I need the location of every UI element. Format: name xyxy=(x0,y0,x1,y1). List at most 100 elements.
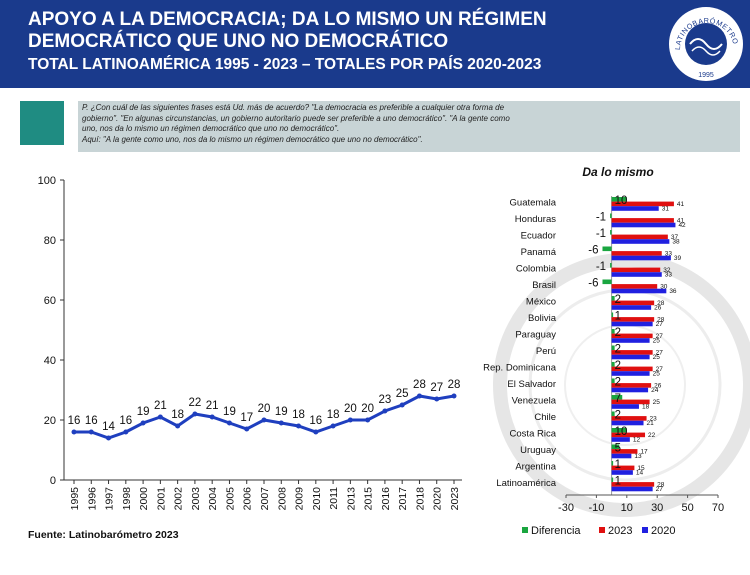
bar-2023 xyxy=(611,399,650,405)
data-point xyxy=(261,417,267,423)
question-line-1: P. ¿Con cuál de las siguientes frases es… xyxy=(82,103,505,112)
bar-label-2020: 21 xyxy=(647,420,655,427)
bar-2023 xyxy=(611,350,653,355)
page-title-line-2: DEMOCRÁTICO QUE UNO NO DEMOCRÁTICO xyxy=(28,31,449,52)
data-label: 14 xyxy=(102,421,115,433)
bar-label-diferencia: 2 xyxy=(615,360,621,372)
data-point xyxy=(365,417,371,423)
x-tick-label: 1995 xyxy=(69,487,81,511)
question-line-3: uno, nos da lo mismo un régimen democrát… xyxy=(82,124,340,134)
data-label: 18 xyxy=(171,409,184,421)
bar-category-label: Honduras xyxy=(515,214,556,225)
bar-diferencia xyxy=(611,444,620,450)
bar-label-diferencia: -6 xyxy=(588,278,598,290)
bar-category-label: Panamá xyxy=(521,247,557,258)
bar-2023 xyxy=(611,432,646,438)
x-tick-label: 2015 xyxy=(363,487,375,511)
data-label: 25 xyxy=(396,388,409,400)
bar-2020 xyxy=(611,321,653,327)
data-label: 19 xyxy=(223,406,236,418)
bar-diferencia xyxy=(602,279,612,285)
bar-diferencia xyxy=(611,329,615,334)
data-point xyxy=(330,423,336,429)
bar-label-2020: 31 xyxy=(662,206,670,213)
bar-label-diferencia: 1 xyxy=(615,459,621,471)
bar-diferencia xyxy=(611,395,623,400)
bar-2023 xyxy=(611,284,658,289)
bar-2023 xyxy=(611,218,674,223)
y-tick-label: 60 xyxy=(44,295,56,307)
question-line-2: gobierno". "En algunas circunstancias, u… xyxy=(82,113,510,123)
question-line-4: Aquí: "A la gente como uno, nos da lo mi… xyxy=(82,134,423,144)
logo-year: 1995 xyxy=(698,72,714,79)
bar-x-tick-label: 10 xyxy=(621,502,633,514)
data-label: 19 xyxy=(137,406,150,418)
x-tick-label: 2006 xyxy=(242,487,254,511)
legend-swatch-2020 xyxy=(642,527,648,533)
bar-label-2023: 17 xyxy=(640,449,648,456)
bar-2023 xyxy=(611,234,668,240)
bar-label-2023: 28 xyxy=(657,482,665,489)
bar-2020 xyxy=(611,222,676,228)
x-tick-label: 1996 xyxy=(86,487,98,511)
bar-label-diferencia: 2 xyxy=(615,344,621,356)
data-point xyxy=(157,414,163,420)
y-tick-label: 20 xyxy=(44,415,56,427)
bar-label-2023: 27 xyxy=(656,333,664,340)
header-banner: APOYO A LA DEMOCRACIA; DA LO MISMO UN RÉ… xyxy=(0,0,750,88)
bar-diferencia xyxy=(610,230,612,235)
bar-category-label: Colombia xyxy=(516,264,557,275)
bar-2020 xyxy=(611,437,630,442)
x-tick-label: 2013 xyxy=(345,487,357,511)
data-point xyxy=(416,393,422,399)
bar-x-tick-label: -10 xyxy=(588,502,604,514)
bar-label-2020: 33 xyxy=(665,272,673,279)
x-tick-label: 2009 xyxy=(294,487,306,511)
bar-label-2023: 26 xyxy=(654,383,662,390)
bar-category-label: Brasil xyxy=(532,280,556,291)
data-point xyxy=(313,429,319,435)
bar-2020 xyxy=(611,387,649,393)
bar-label-2023: 27 xyxy=(656,350,664,357)
data-label: 16 xyxy=(68,415,81,427)
bar-label-2023: 15 xyxy=(637,465,645,472)
y-tick-label: 40 xyxy=(44,355,56,367)
bar-diferencia xyxy=(611,477,614,483)
bar-2023 xyxy=(611,383,652,388)
data-label: 23 xyxy=(379,394,392,406)
data-label: 22 xyxy=(189,397,202,409)
bar-2020 xyxy=(611,206,659,211)
source-note: Fuente: Latinobarómetro 2023 xyxy=(28,529,179,541)
data-label: 18 xyxy=(327,409,340,421)
bar-diferencia xyxy=(610,213,612,219)
bar-2020 xyxy=(611,288,667,294)
bar-diferencia xyxy=(611,378,615,384)
bar-category-label: México xyxy=(526,297,556,308)
data-point xyxy=(209,414,215,420)
data-label: 16 xyxy=(119,415,132,427)
bar-label-diferencia: 2 xyxy=(615,294,621,306)
data-point xyxy=(244,426,250,432)
bar-chart-title: Da lo mismo xyxy=(582,165,653,179)
data-label: 17 xyxy=(240,412,253,424)
bar-2023 xyxy=(611,465,635,471)
bar-label-2020: 26 xyxy=(654,305,662,312)
data-point xyxy=(106,435,112,441)
bar-category-label: Chile xyxy=(534,412,556,423)
bar-2023 xyxy=(611,449,638,454)
bar-label-diferencia: 1 xyxy=(615,476,621,488)
bar-diferencia xyxy=(611,345,615,351)
data-point xyxy=(123,429,129,435)
bar-diferencia xyxy=(611,312,614,318)
data-point xyxy=(140,420,146,426)
data-point xyxy=(278,420,284,426)
bar-category-label: Argentina xyxy=(515,462,556,473)
bar-2020 xyxy=(611,470,633,475)
bar-label-2020: 39 xyxy=(674,255,682,262)
bar-2023 xyxy=(611,300,655,306)
bar-2023 xyxy=(611,251,662,256)
bar-label-diferencia: -1 xyxy=(596,228,606,240)
x-tick-label: 2018 xyxy=(414,487,426,511)
bar-label-diferencia: 7 xyxy=(615,393,621,405)
bar-diferencia xyxy=(611,411,615,417)
